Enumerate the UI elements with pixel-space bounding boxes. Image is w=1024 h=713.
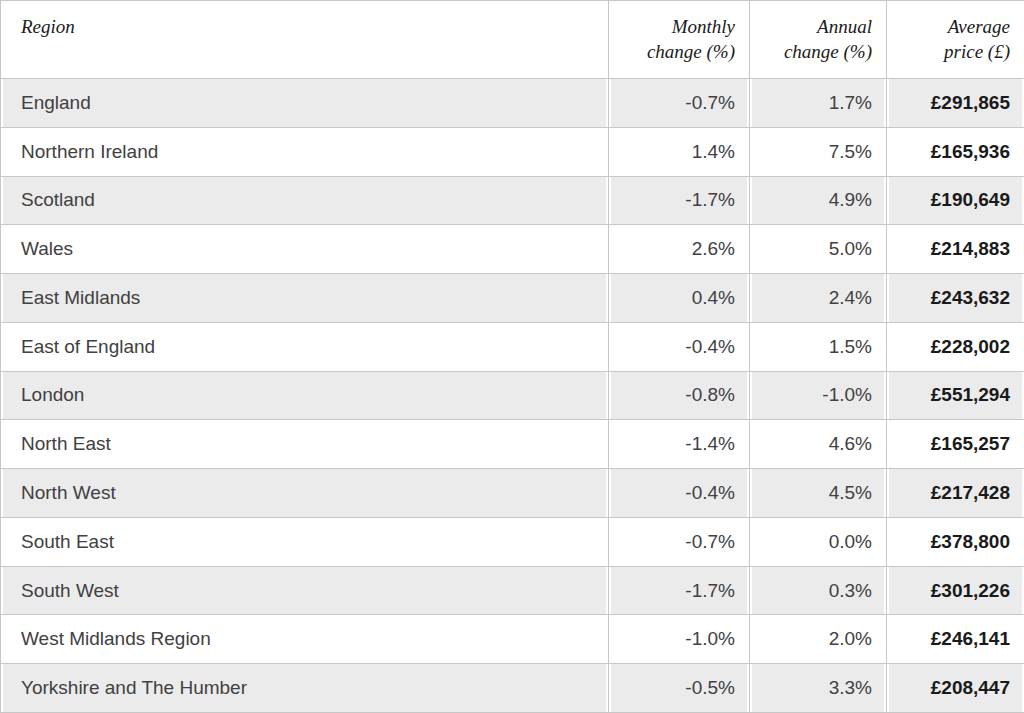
column-header-annual-line1: Annual bbox=[817, 16, 872, 37]
monthly-change-cell: -0.7% bbox=[609, 79, 750, 128]
table-row: England -0.7% 1.7% £291,865 bbox=[1, 79, 1024, 128]
average-price-cell: £551,294 bbox=[887, 371, 1024, 420]
table-row: Yorkshire and The Humber -0.5% 3.3% £208… bbox=[1, 664, 1024, 713]
table-row: North West -0.4% 4.5% £217,428 bbox=[1, 469, 1024, 518]
annual-change-cell: 0.0% bbox=[750, 517, 887, 566]
region-cell: South East bbox=[1, 517, 609, 566]
column-header-annual-change: Annual change (%) bbox=[750, 1, 887, 79]
monthly-change-cell: -1.0% bbox=[609, 615, 750, 664]
region-cell: Scotland bbox=[1, 176, 609, 225]
region-cell: Wales bbox=[1, 225, 609, 274]
annual-change-cell: 1.5% bbox=[750, 322, 887, 371]
annual-change-cell: 4.9% bbox=[750, 176, 887, 225]
column-header-average-line1: Average bbox=[948, 16, 1010, 37]
table-header-row: Region Monthly change (%) Annual change … bbox=[1, 1, 1024, 79]
annual-change-cell: 2.4% bbox=[750, 274, 887, 323]
monthly-change-cell: -0.7% bbox=[609, 517, 750, 566]
table-row: East of England -0.4% 1.5% £228,002 bbox=[1, 322, 1024, 371]
average-price-cell: £228,002 bbox=[887, 322, 1024, 371]
table-row: West Midlands Region -1.0% 2.0% £246,141 bbox=[1, 615, 1024, 664]
annual-change-cell: 2.0% bbox=[750, 615, 887, 664]
table-row: East Midlands 0.4% 2.4% £243,632 bbox=[1, 274, 1024, 323]
column-header-monthly-line2: change (%) bbox=[647, 41, 735, 62]
annual-change-cell: 0.3% bbox=[750, 566, 887, 615]
region-cell: West Midlands Region bbox=[1, 615, 609, 664]
annual-change-cell: 4.5% bbox=[750, 469, 887, 518]
average-price-cell: £190,649 bbox=[887, 176, 1024, 225]
table-row: South West -1.7% 0.3% £301,226 bbox=[1, 566, 1024, 615]
average-price-cell: £243,632 bbox=[887, 274, 1024, 323]
table-body: England -0.7% 1.7% £291,865 Northern Ire… bbox=[1, 79, 1024, 713]
average-price-cell: £246,141 bbox=[887, 615, 1024, 664]
annual-change-cell: 4.6% bbox=[750, 420, 887, 469]
table-row: South East -0.7% 0.0% £378,800 bbox=[1, 517, 1024, 566]
monthly-change-cell: -1.7% bbox=[609, 566, 750, 615]
column-header-region-label: Region bbox=[21, 16, 75, 37]
column-header-region: Region bbox=[1, 1, 609, 79]
region-cell: East of England bbox=[1, 322, 609, 371]
average-price-cell: £217,428 bbox=[887, 469, 1024, 518]
region-cell: Yorkshire and The Humber bbox=[1, 664, 609, 713]
table-row: Northern Ireland 1.4% 7.5% £165,936 bbox=[1, 127, 1024, 176]
column-header-monthly-line1: Monthly bbox=[672, 16, 735, 37]
monthly-change-cell: -0.5% bbox=[609, 664, 750, 713]
regional-house-price-table: Region Monthly change (%) Annual change … bbox=[0, 0, 1024, 713]
regional-house-price-table-container: Region Monthly change (%) Annual change … bbox=[0, 0, 1024, 713]
annual-change-cell: -1.0% bbox=[750, 371, 887, 420]
monthly-change-cell: 2.6% bbox=[609, 225, 750, 274]
average-price-cell: £378,800 bbox=[887, 517, 1024, 566]
table-row: Wales 2.6% 5.0% £214,883 bbox=[1, 225, 1024, 274]
average-price-cell: £291,865 bbox=[887, 79, 1024, 128]
region-cell: North West bbox=[1, 469, 609, 518]
region-cell: Northern Ireland bbox=[1, 127, 609, 176]
annual-change-cell: 3.3% bbox=[750, 664, 887, 713]
monthly-change-cell: 0.4% bbox=[609, 274, 750, 323]
monthly-change-cell: -1.7% bbox=[609, 176, 750, 225]
column-header-monthly-change: Monthly change (%) bbox=[609, 1, 750, 79]
monthly-change-cell: 1.4% bbox=[609, 127, 750, 176]
monthly-change-cell: -0.4% bbox=[609, 469, 750, 518]
average-price-cell: £165,257 bbox=[887, 420, 1024, 469]
annual-change-cell: 7.5% bbox=[750, 127, 887, 176]
annual-change-cell: 5.0% bbox=[750, 225, 887, 274]
average-price-cell: £208,447 bbox=[887, 664, 1024, 713]
region-cell: South West bbox=[1, 566, 609, 615]
average-price-cell: £165,936 bbox=[887, 127, 1024, 176]
table-row: Scotland -1.7% 4.9% £190,649 bbox=[1, 176, 1024, 225]
region-cell: North East bbox=[1, 420, 609, 469]
column-header-annual-line2: change (%) bbox=[784, 41, 872, 62]
monthly-change-cell: -0.4% bbox=[609, 322, 750, 371]
average-price-cell: £301,226 bbox=[887, 566, 1024, 615]
region-cell: East Midlands bbox=[1, 274, 609, 323]
region-cell: London bbox=[1, 371, 609, 420]
monthly-change-cell: -0.8% bbox=[609, 371, 750, 420]
region-cell: England bbox=[1, 79, 609, 128]
average-price-cell: £214,883 bbox=[887, 225, 1024, 274]
column-header-average-line2: price (£) bbox=[944, 41, 1010, 62]
table-row: North East -1.4% 4.6% £165,257 bbox=[1, 420, 1024, 469]
table-row: London -0.8% -1.0% £551,294 bbox=[1, 371, 1024, 420]
column-header-average-price: Average price (£) bbox=[887, 1, 1024, 79]
monthly-change-cell: -1.4% bbox=[609, 420, 750, 469]
annual-change-cell: 1.7% bbox=[750, 79, 887, 128]
